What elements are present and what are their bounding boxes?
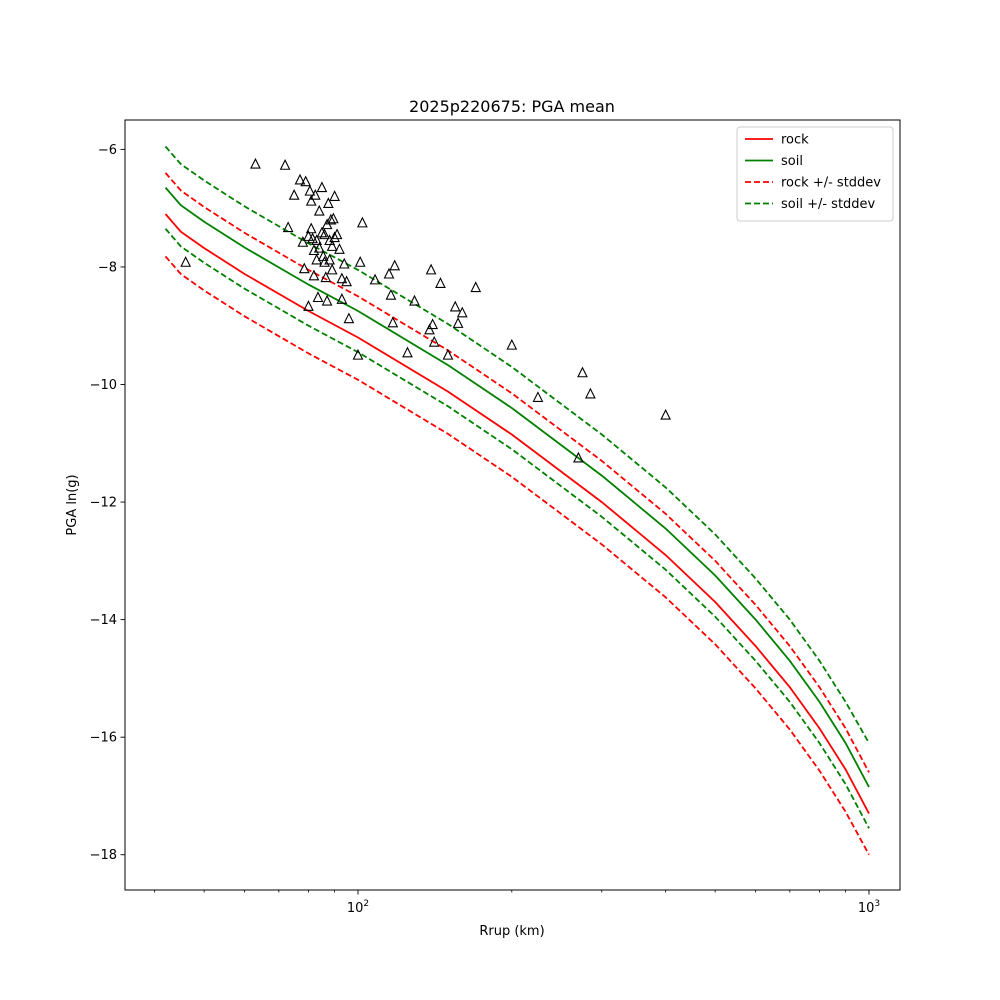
- y-tick-label: −18: [90, 848, 117, 863]
- observation-point: [427, 318, 439, 330]
- observation-point: [250, 157, 261, 169]
- observation-point: [343, 312, 355, 324]
- observation-point: [409, 294, 420, 306]
- observation-point: [352, 348, 364, 360]
- observation-point: [452, 317, 464, 328]
- y-tick-label: −8: [98, 260, 117, 275]
- observation-point: [311, 234, 323, 246]
- y-tick-label: −16: [90, 731, 117, 746]
- observation-point: [334, 243, 345, 254]
- observation-point: [305, 222, 317, 234]
- observation-point: [319, 228, 330, 240]
- observation-point: [369, 273, 381, 285]
- observation-point: [313, 241, 325, 253]
- x-axis-label: Rrup (km): [479, 924, 544, 939]
- y-tick-label: −10: [90, 378, 117, 393]
- observation-point: [660, 408, 672, 420]
- observation-point: [402, 346, 413, 358]
- y-axis: −6 −8 −10 −12 −14 −16 −18: [90, 143, 125, 863]
- y-tick-label: −6: [98, 143, 117, 158]
- series-line-0: [164, 213, 870, 815]
- plot-frame: [124, 119, 901, 891]
- observation-point: [356, 216, 368, 228]
- observation-point: [428, 335, 440, 347]
- observation-point: [321, 294, 333, 306]
- observation-point: [338, 257, 350, 269]
- observation-point: [322, 197, 334, 209]
- plot-area: [164, 145, 870, 856]
- observation-point: [532, 391, 544, 402]
- observation-point: [383, 267, 395, 279]
- observation-point: [308, 269, 320, 281]
- observation-point: [326, 263, 338, 275]
- observation-point: [305, 194, 317, 206]
- observation-point: [387, 316, 399, 328]
- observation-point: [316, 181, 328, 193]
- observation-point: [449, 300, 461, 312]
- legend-box: [736, 126, 894, 222]
- observation-point: [304, 184, 316, 196]
- observation-point: [288, 189, 300, 200]
- legend-label: soil: [781, 154, 803, 169]
- observation-point: [470, 281, 482, 293]
- observation-point: [456, 306, 468, 318]
- y-tick-label: −14: [90, 613, 117, 628]
- observation-point: [320, 271, 332, 283]
- observation-point: [425, 263, 437, 275]
- series-line-2: [164, 172, 870, 773]
- legend-label: rock +/- stddev: [781, 176, 881, 191]
- observation-point: [300, 175, 312, 187]
- observation-point: [327, 212, 339, 224]
- observation-point: [435, 277, 446, 288]
- observation-point: [180, 256, 192, 267]
- series-line-4: [164, 145, 870, 744]
- y-tick-label: −12: [90, 496, 117, 511]
- observation-point: [297, 236, 309, 247]
- observation-point: [279, 159, 291, 170]
- observation-point: [324, 234, 336, 246]
- observation-point: [585, 387, 596, 399]
- series-line-3: [164, 255, 870, 856]
- observation-point: [341, 275, 352, 287]
- observation-point: [331, 228, 343, 240]
- observation-point: [329, 190, 340, 201]
- observation-point: [354, 256, 366, 267]
- observation-point: [336, 293, 348, 304]
- observation-point: [294, 173, 306, 185]
- observation-point: [303, 300, 314, 311]
- observation-point: [424, 323, 435, 335]
- series-line-1: [164, 187, 870, 788]
- observation-point: [336, 272, 348, 284]
- observation-point: [385, 288, 397, 300]
- observation-point: [316, 226, 328, 238]
- series-line-5: [164, 228, 870, 829]
- observation-point: [329, 231, 340, 243]
- observation-point: [282, 221, 294, 233]
- observation-point: [326, 240, 338, 251]
- y-axis-label: PGA ln(g): [65, 474, 80, 535]
- observation-point: [312, 291, 324, 303]
- observation-point: [442, 348, 454, 360]
- observation-point: [573, 451, 584, 463]
- observation-point: [313, 204, 325, 216]
- legend-label: soil +/- stddev: [781, 197, 876, 212]
- observation-point: [389, 259, 401, 271]
- observation-point: [506, 338, 518, 350]
- observation-point: [309, 189, 321, 200]
- legend-label: rock: [781, 133, 809, 148]
- legend: rock soil rock +/- stddev soil +/- stddev: [736, 126, 894, 222]
- observation-point: [577, 366, 588, 378]
- chart-title: 2025p220675: PGA mean: [409, 97, 615, 116]
- observation-point: [298, 262, 310, 274]
- observation-point: [324, 253, 336, 265]
- observation-point: [325, 213, 337, 225]
- observation-point: [303, 230, 314, 241]
